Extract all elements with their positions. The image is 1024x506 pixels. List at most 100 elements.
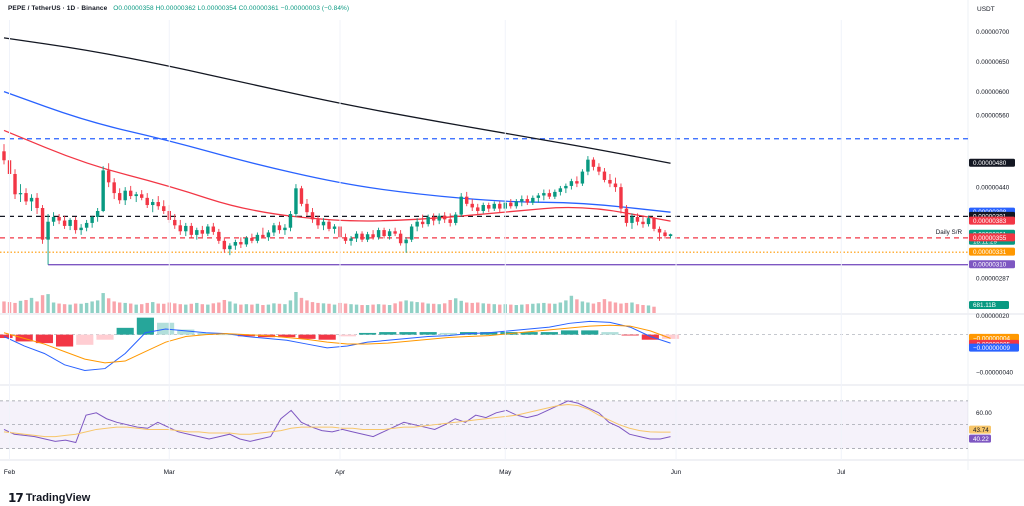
currency-label[interactable]: USDT bbox=[977, 6, 995, 13]
price-label: 0.00000355 bbox=[969, 233, 1015, 242]
time-axis-tick: Jul bbox=[837, 469, 846, 476]
candle-body bbox=[624, 208, 629, 223]
volume-label-text: 681.11B bbox=[973, 302, 996, 309]
macd-histogram-bar bbox=[560, 330, 579, 335]
candle-body bbox=[189, 225, 193, 235]
volume-bar bbox=[371, 304, 375, 313]
price-label: 0.00000480 bbox=[969, 158, 1015, 167]
volume-bar bbox=[382, 304, 386, 313]
volume-bar bbox=[476, 302, 480, 313]
candle-body bbox=[206, 226, 210, 234]
candle-body bbox=[602, 171, 607, 180]
volume-bar bbox=[123, 302, 127, 313]
candle-body bbox=[266, 232, 271, 238]
candle-body bbox=[382, 230, 386, 237]
volume-bar bbox=[222, 299, 227, 313]
macd-series-line bbox=[3, 324, 671, 364]
candle-body bbox=[211, 226, 216, 232]
candle-body bbox=[217, 231, 221, 241]
candle-body bbox=[426, 216, 430, 225]
candle-body bbox=[376, 230, 381, 238]
macd-axis-tick: −0.00000040 bbox=[976, 370, 1013, 377]
price-label: 0.00000383 bbox=[969, 216, 1015, 225]
tradingview-logo[interactable]: 17 TradingView bbox=[8, 491, 90, 505]
price-label-text: 0.00000383 bbox=[973, 218, 1007, 225]
candle-body bbox=[250, 237, 254, 241]
volume-bar bbox=[79, 303, 83, 313]
candle-body bbox=[569, 181, 574, 186]
ema-200-line bbox=[3, 37, 671, 164]
candle-body bbox=[668, 234, 673, 237]
candle-body bbox=[233, 242, 238, 246]
candle-body bbox=[371, 234, 375, 238]
candle-body bbox=[360, 233, 364, 240]
volume-bar bbox=[613, 302, 618, 313]
volume-bar bbox=[332, 304, 337, 313]
candle-body bbox=[509, 202, 513, 207]
macd-histogram-bar bbox=[641, 334, 659, 340]
rsi-label-bg bbox=[969, 425, 991, 434]
candle-body bbox=[343, 237, 348, 241]
macd-histogram-bar bbox=[76, 334, 94, 345]
tradingview-wordmark: TradingView bbox=[25, 492, 91, 504]
price-label-bg bbox=[969, 233, 1015, 242]
rsi-value-label: 43.74 bbox=[969, 425, 991, 434]
volume-bar bbox=[134, 304, 138, 313]
price-label-text: 0.00000480 bbox=[973, 160, 1007, 167]
volume-bar bbox=[112, 301, 116, 313]
volume-bar bbox=[404, 300, 408, 313]
candle-body bbox=[487, 205, 491, 209]
candle-body bbox=[652, 218, 656, 229]
volume-bar bbox=[95, 300, 100, 313]
candle-body bbox=[283, 227, 287, 231]
candle-body bbox=[536, 195, 541, 198]
macd-histogram-bar bbox=[237, 334, 255, 337]
volume-bar bbox=[420, 302, 425, 313]
candle-body bbox=[195, 230, 199, 235]
candle-body bbox=[24, 193, 28, 202]
volume-bar bbox=[349, 304, 353, 313]
macd-histogram-bar bbox=[278, 334, 296, 338]
candle-body bbox=[13, 173, 17, 195]
macd-histogram-bar bbox=[217, 334, 235, 336]
volume-bar bbox=[465, 302, 469, 313]
rsi-label-text: 43.74 bbox=[973, 427, 989, 434]
volume-bar bbox=[525, 304, 530, 313]
macd-histogram-bar bbox=[35, 334, 53, 344]
volume-bar bbox=[29, 297, 34, 313]
macd-histogram-bar bbox=[399, 332, 417, 335]
candle-body bbox=[514, 201, 519, 207]
candle-body bbox=[597, 166, 601, 172]
volume-bar bbox=[18, 300, 23, 313]
candle-body bbox=[498, 203, 502, 209]
candle-body bbox=[481, 205, 485, 211]
candle-body bbox=[162, 206, 166, 211]
volume-bar bbox=[189, 303, 193, 313]
macd-histogram-bar bbox=[601, 332, 619, 335]
candle-body bbox=[646, 218, 651, 225]
volume-bar bbox=[90, 301, 94, 313]
candle-body bbox=[140, 194, 144, 198]
macd-histogram-bar bbox=[136, 317, 154, 335]
volume-bar bbox=[415, 302, 419, 313]
candle-body bbox=[151, 202, 155, 206]
macd-histogram-bar bbox=[419, 332, 437, 335]
symbol-label[interactable]: PEPE / TetherUS · 1D · Binance bbox=[8, 5, 108, 12]
macd-histogram-bar bbox=[116, 327, 134, 335]
macd-histogram-bar bbox=[439, 332, 457, 335]
volume-bar bbox=[288, 300, 293, 313]
candle-body bbox=[79, 227, 83, 231]
candle-body bbox=[349, 238, 353, 241]
macd-histogram-bar bbox=[56, 334, 74, 347]
macd-histogram-bar bbox=[540, 332, 558, 335]
volume-bar bbox=[387, 305, 392, 313]
volume-bar bbox=[575, 299, 579, 313]
volume-bar bbox=[376, 304, 381, 313]
time-axis-tick: Jun bbox=[671, 469, 682, 476]
candle-body bbox=[239, 242, 243, 245]
candle-body bbox=[173, 219, 177, 226]
volume-bar bbox=[558, 302, 563, 313]
price-axis-tick: 0.00000600 bbox=[976, 89, 1010, 96]
price-label-bg bbox=[969, 247, 1015, 256]
